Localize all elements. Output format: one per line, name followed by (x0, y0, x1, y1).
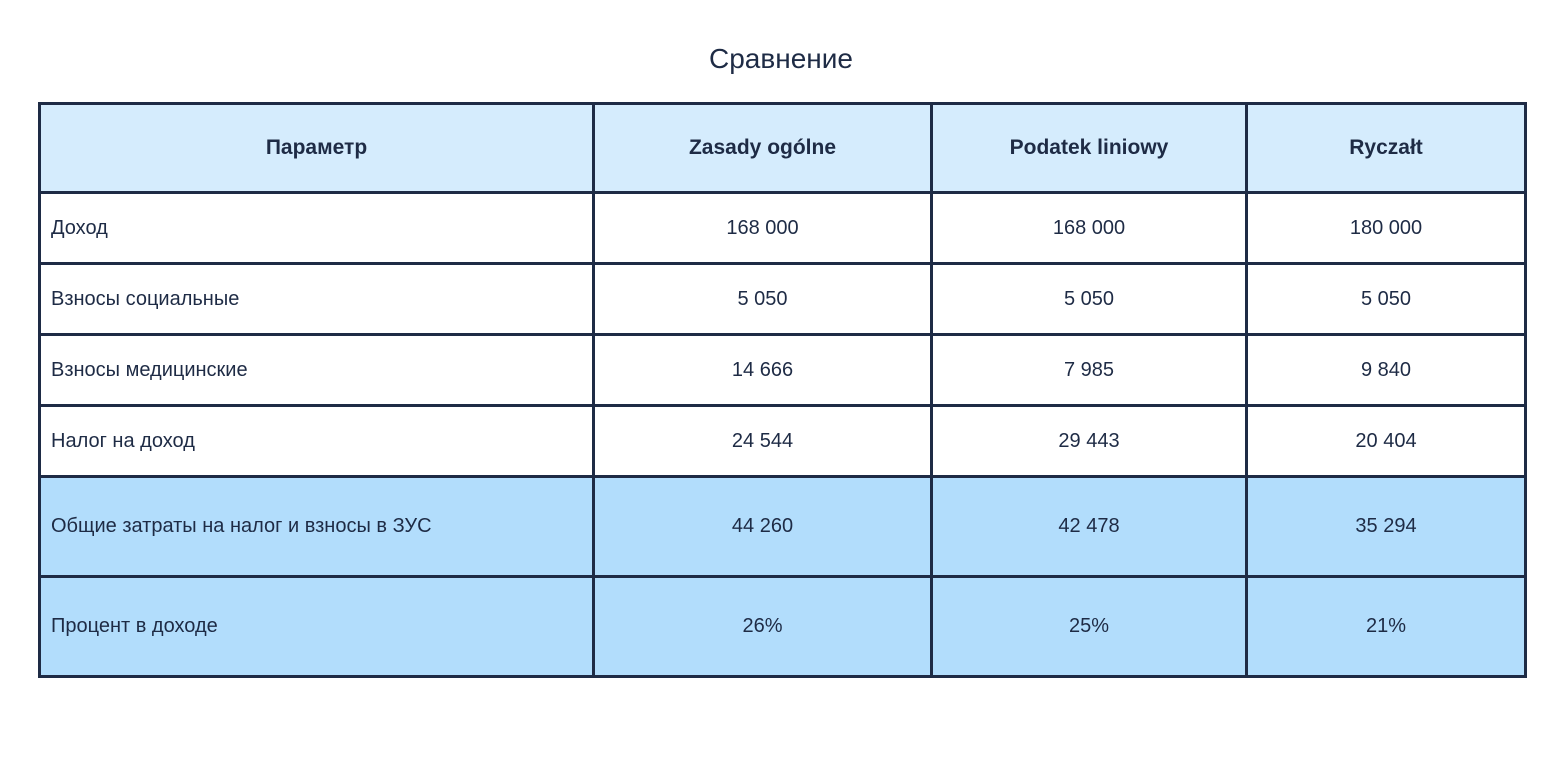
row-value: 29 443 (930, 404, 1248, 478)
table-row: Взносы медицинские 14 666 7 985 9 840 (38, 333, 1527, 407)
row-value: 26% (592, 575, 933, 678)
header-cell-zasady-ogolne: Zasady ogólne (592, 102, 933, 194)
table-body: Доход 168 000 168 000 180 000 Взносы социаль… (38, 191, 1527, 678)
header-row: Параметр Zasady ogólne Podatek liniowy R… (38, 102, 1527, 194)
table-header: Параметр Zasady ogólne Podatek liniowy R… (38, 102, 1527, 194)
row-value: 25% (930, 575, 1248, 678)
header-cell-podatek-liniowy: Podatek liniowy (930, 102, 1248, 194)
row-label: Общие затраты на налог и взносы в ЗУС (38, 475, 595, 578)
row-value: 44 260 (592, 475, 933, 578)
row-value: 21% (1245, 575, 1527, 678)
row-label: Налог на доход (38, 404, 595, 478)
comparison-table: Параметр Zasady ogólne Podatek liniowy R… (38, 102, 1527, 678)
row-value: 7 985 (930, 333, 1248, 407)
row-value: 9 840 (1245, 333, 1527, 407)
row-value: 5 050 (592, 262, 933, 336)
row-value: 14 666 (592, 333, 933, 407)
row-label: Взносы социальные (38, 262, 595, 336)
row-value: 35 294 (1245, 475, 1527, 578)
row-value: 20 404 (1245, 404, 1527, 478)
row-value: 5 050 (1245, 262, 1527, 336)
table-row: Процент в доходе 26% 25% 21% (38, 575, 1527, 678)
row-value: 168 000 (592, 191, 933, 265)
table-row: Налог на доход 24 544 29 443 20 404 (38, 404, 1527, 478)
row-label: Процент в доходе (38, 575, 595, 678)
header-cell-ryczalt: Ryczałt (1245, 102, 1527, 194)
page-title: Сравнение (709, 43, 853, 74)
row-value: 42 478 (930, 475, 1248, 578)
row-value: 5 050 (930, 262, 1248, 336)
row-value: 180 000 (1245, 191, 1527, 265)
table-row: Общие затраты на налог и взносы в ЗУС 44 … (38, 475, 1527, 578)
row-value: 24 544 (592, 404, 933, 478)
table-row: Доход 168 000 168 000 180 000 (38, 191, 1527, 265)
row-label: Доход (38, 191, 595, 265)
row-label: Взносы медицинские (38, 333, 595, 407)
table-row: Взносы социальные 5 050 5 050 5 050 (38, 262, 1527, 336)
header-cell-parameter: Параметр (38, 102, 595, 194)
row-value: 168 000 (930, 191, 1248, 265)
